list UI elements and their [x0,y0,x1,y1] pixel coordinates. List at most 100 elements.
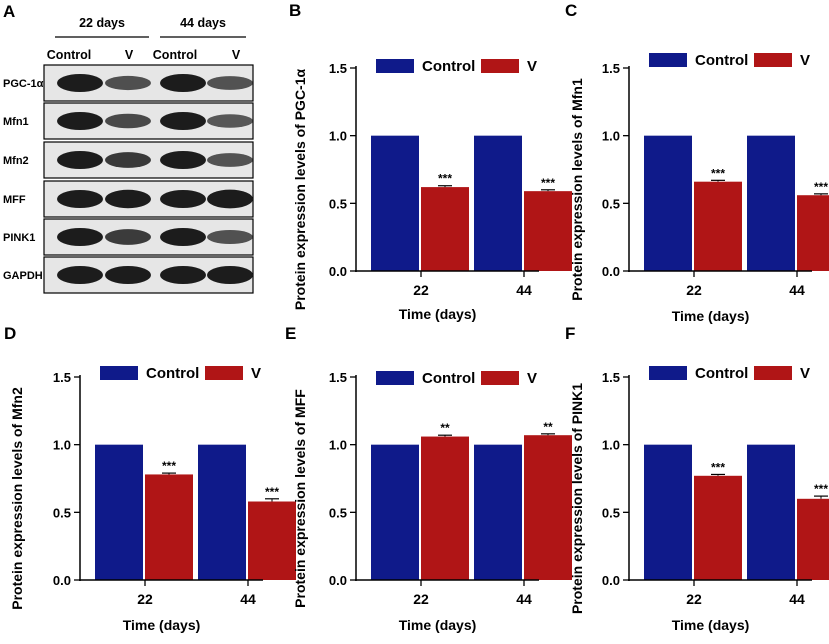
blot-band [57,151,103,169]
legend-label-v: V [527,58,537,75]
legend-label-control: Control [146,365,199,382]
panel-label-b: B [289,1,301,20]
legend-swatch-v [754,53,792,67]
blot-band [57,266,103,284]
blot-lane-label: Control [47,48,91,62]
y-axis-label: Protein expression levels of PGC-1α [292,68,308,310]
chart-panel-e: E Control V ** ** 0.0 0.5 1.0 1.5 22 44 Time (days)… [285,324,572,633]
x-axis-label: Time (days) [672,308,750,324]
legend-swatch-v [205,366,243,380]
blot-band [160,228,206,246]
x-axis-label: Time (days) [123,617,201,633]
x-tick-label: 22 [686,282,702,298]
blot-band [207,189,253,209]
y-tick-label: 0.0 [602,573,620,588]
blot-group-header: 22 days [79,16,125,30]
y-tick-label: 1.0 [53,438,71,453]
blot-band [160,190,206,208]
blot-band [207,266,253,284]
bar-control-22 [371,444,419,580]
legend-swatch-control [100,366,138,380]
legend-label-v: V [251,365,261,382]
x-tick-label: 44 [516,282,532,298]
blot-protein-label: GAPDH [3,270,43,282]
legend-swatch-control [649,366,687,380]
x-axis-label: Time (days) [399,306,477,322]
blot-band [105,75,151,91]
x-tick-label: 22 [686,591,702,607]
bar-v-44 [797,498,829,580]
bar-control-44 [747,444,795,580]
blot-protein-label: MFF [3,194,26,206]
y-axis-label: Protein expression levels of MFF [292,389,308,608]
y-tick-label: 0.5 [602,505,620,520]
blot-protein-label: Mfn2 [3,155,29,167]
legend-label-control: Control [695,52,748,69]
significance-label: *** [541,176,555,190]
bar-control-44 [198,444,246,580]
blot-band [207,114,253,128]
significance-label: *** [711,166,725,180]
significance-label: *** [265,485,279,499]
blot-protein-label: PINK1 [3,232,35,244]
legend-swatch-v [481,59,519,73]
y-tick-label: 1.5 [602,370,620,385]
bar-v-44 [797,195,829,271]
x-tick-label: 44 [240,591,256,607]
panel-label-e: E [285,324,296,343]
blot-band [57,74,103,92]
bar-control-22 [371,135,419,271]
x-tick-label: 44 [789,591,805,607]
bar-v-22 [421,187,469,271]
y-axis-label: Protein expression levels of PINK1 [569,383,585,614]
bar-control-44 [747,135,795,271]
panel-label-f: F [565,324,575,343]
y-tick-label: 1.0 [329,438,347,453]
significance-label: ** [440,421,450,435]
bar-v-22 [421,436,469,580]
significance-label: ** [543,420,553,434]
blot-band [160,151,206,169]
legend-swatch-control [376,59,414,73]
blot-band [105,152,151,168]
blot-band [207,230,253,244]
y-tick-label: 0.0 [329,573,347,588]
panel-label-c: C [565,1,577,20]
y-axis-label: Protein expression levels of Mfn2 [9,387,25,610]
legend-swatch-control [649,53,687,67]
x-tick-label: 22 [413,591,429,607]
bar-v-22 [694,181,742,271]
legend-swatch-v [481,371,519,385]
blot-band [57,112,103,130]
bar-v-22 [145,474,193,580]
blot-protein-label: PGC-1α [3,78,44,90]
y-tick-label: 1.5 [329,370,347,385]
y-tick-label: 0.0 [53,573,71,588]
blot-lane-label: V [232,48,241,62]
legend-swatch-v [754,366,792,380]
y-tick-label: 0.0 [602,264,620,279]
y-axis-label: Protein expression levels of Mfn1 [569,78,585,301]
y-tick-label: 0.5 [602,196,620,211]
blot-band [160,74,206,92]
chart-panel-b: B Control V *** *** 0.0 0.5 1.0 1.5 22 44 Time (day… [289,1,572,322]
y-tick-label: 0.5 [329,505,347,520]
significance-label: *** [162,459,176,473]
bar-v-22 [694,475,742,580]
blot-band [160,266,206,284]
y-tick-label: 1.5 [329,61,347,76]
blot-band [105,189,151,209]
bar-control-44 [474,444,522,580]
y-tick-label: 1.5 [602,61,620,76]
blot-lane-label: V [125,48,134,62]
blot-band [57,190,103,208]
x-tick-label: 44 [516,591,532,607]
x-tick-label: 22 [413,282,429,298]
blot-group-header: 44 days [180,16,226,30]
legend-label-control: Control [422,58,475,75]
y-tick-label: 1.0 [329,129,347,144]
x-axis-label: Time (days) [399,617,477,633]
bar-control-44 [474,135,522,271]
chart-panel-f: F Control V *** *** 0.0 0.5 1.0 1.5 22 44 Time (day… [565,324,829,633]
